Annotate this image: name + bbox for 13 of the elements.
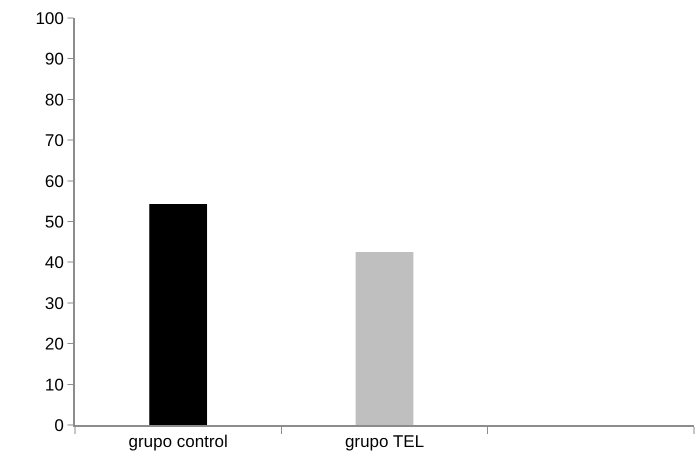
y-tick-label: 50 (44, 212, 64, 232)
x-tick-label: grupo TEL (344, 432, 424, 452)
y-tick-label: 90 (44, 50, 64, 69)
x-tick-label: grupo control (128, 432, 228, 452)
y-tick-label: 10 (44, 375, 64, 394)
y-tick-label: 100 (35, 8, 64, 28)
y-tick-label: 0 (54, 416, 64, 435)
y-tick-label: 70 (44, 131, 64, 150)
y-tick-label: 60 (44, 172, 64, 191)
y-tick-label: 30 (44, 294, 64, 313)
y-tick-label: 40 (44, 253, 64, 272)
y-tick-label: 80 (44, 90, 64, 110)
y-tick-label: 20 (44, 334, 64, 354)
